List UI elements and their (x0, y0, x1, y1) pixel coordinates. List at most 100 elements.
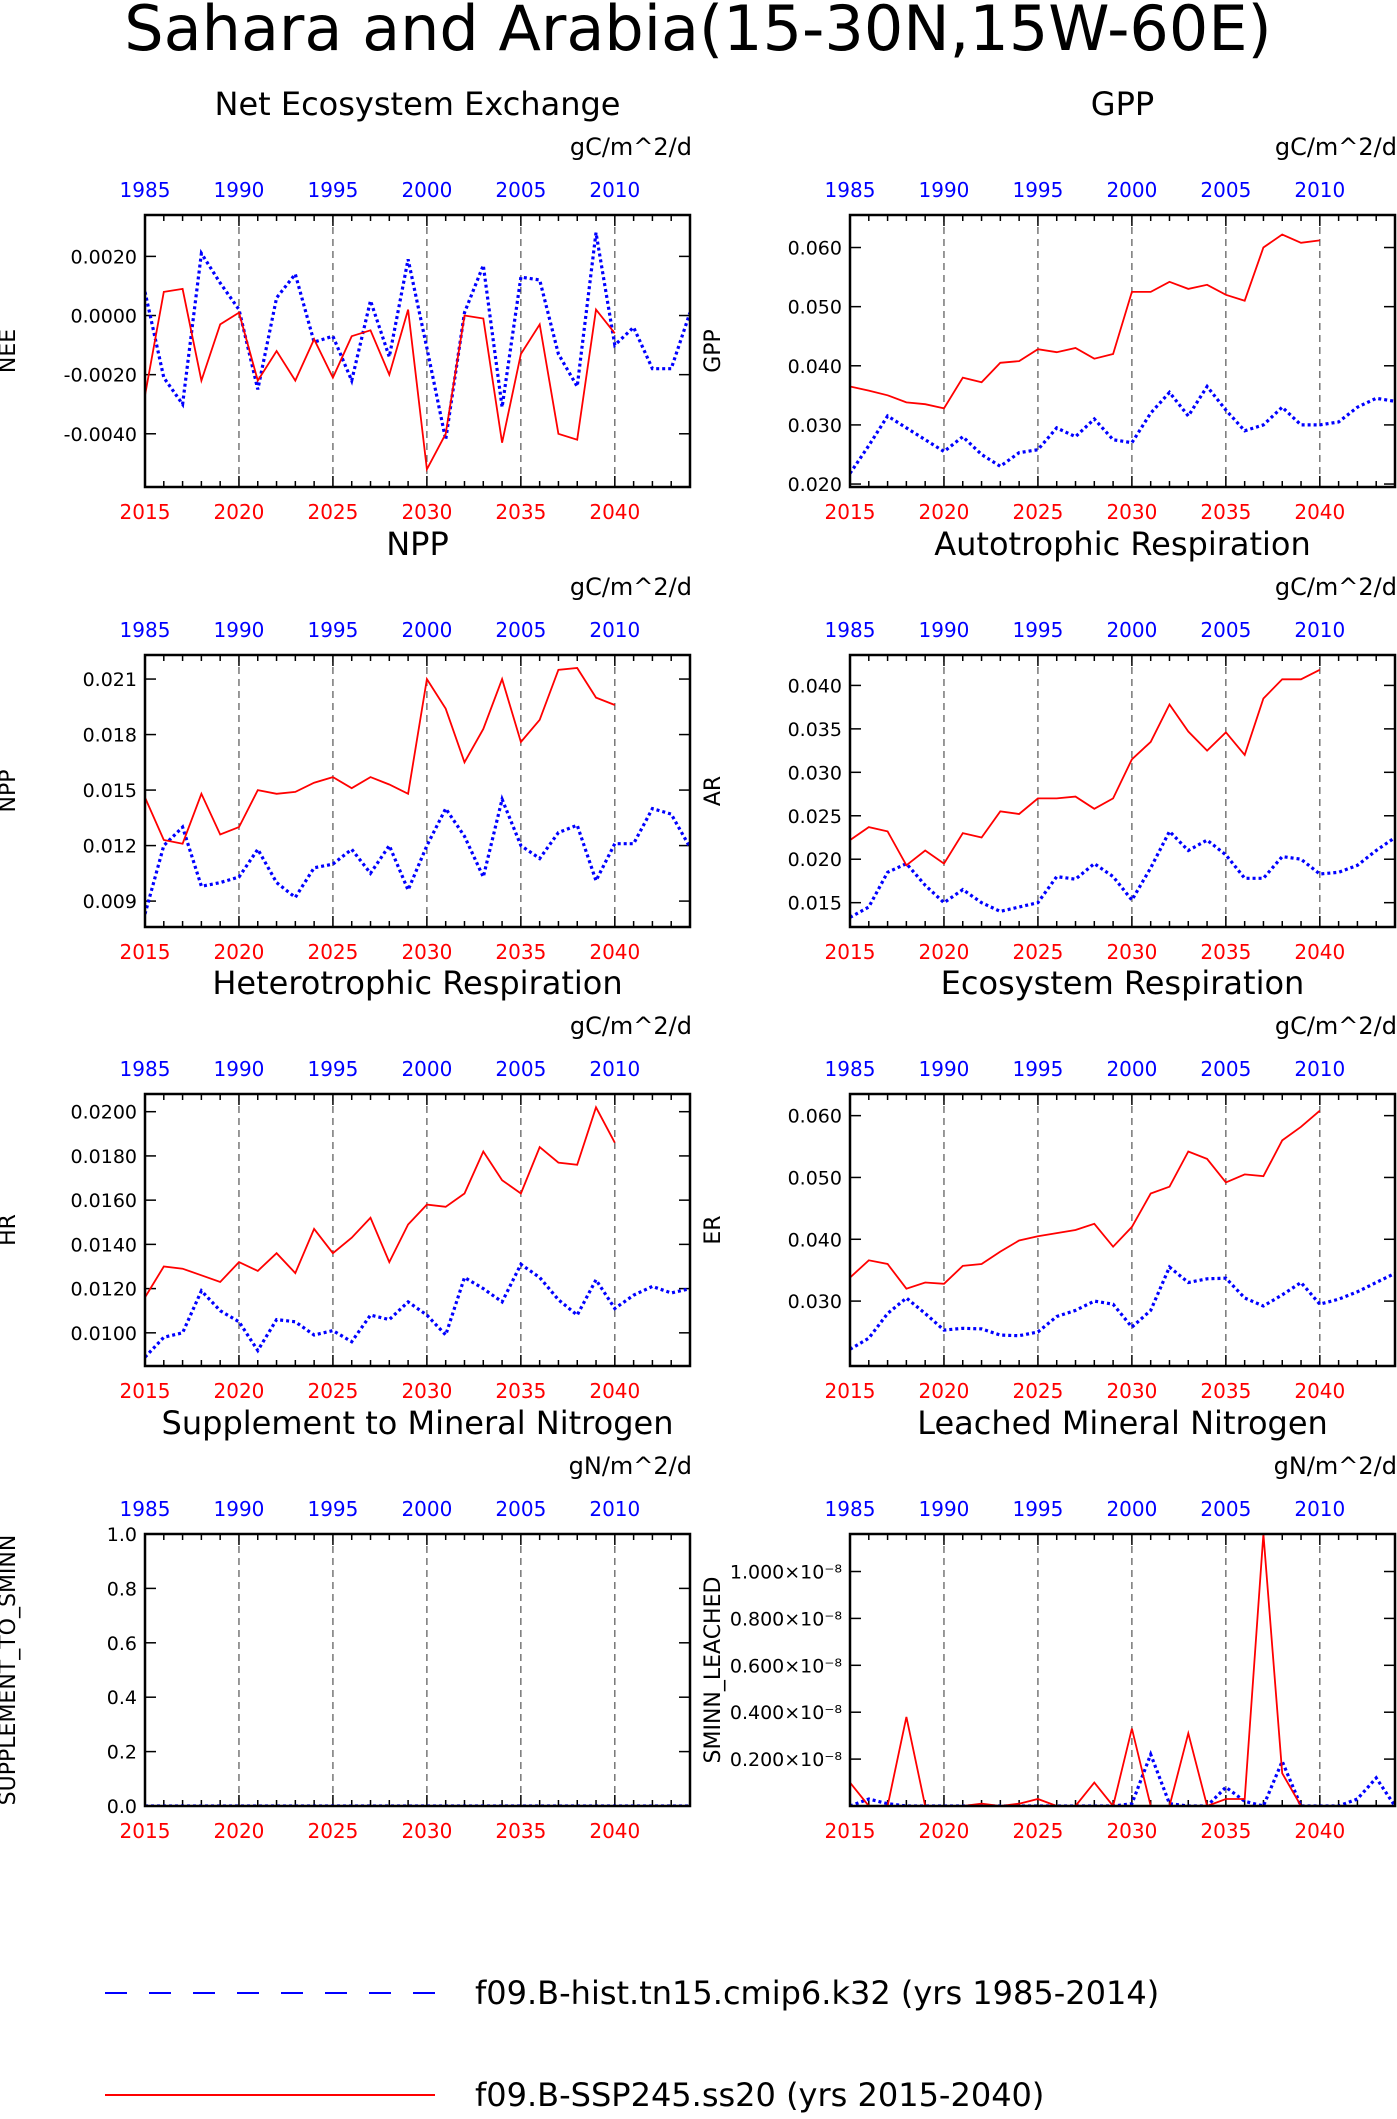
x-tick-label-top: 1985 (120, 1057, 171, 1081)
series-line-hist (850, 828, 1395, 919)
series-line-hist (850, 1264, 1395, 1351)
x-tick-label: 2015 (120, 940, 171, 964)
x-tick-label-top: 1995 (1012, 1497, 1063, 1521)
y-tick-label: 0.020 (788, 849, 842, 871)
x-tick-label: 2040 (589, 500, 640, 524)
units-label: gC/m^2/d (570, 133, 692, 161)
x-tick-label: 2025 (307, 1379, 358, 1403)
y-tick-label: 0.030 (788, 1291, 842, 1313)
y-tick-label: 0.0120 (71, 1279, 137, 1301)
plot-frame (143, 1092, 692, 1368)
y-axis-label: NEE (0, 329, 21, 373)
y-tick-label: 0.035 (788, 719, 842, 741)
chart-panel: Ecosystem Respiration gC/m^2/d ER 2015 2020 2… (701, 964, 1397, 1403)
x-tick-label: 2020 (919, 500, 970, 524)
x-tick-label-top: 1990 (919, 1057, 970, 1081)
x-tick-label: 2030 (401, 940, 452, 964)
x-tick-label-top: 2000 (1106, 1057, 1157, 1081)
x-tick-label: 2035 (1200, 1819, 1251, 1843)
chart-panel: Net Ecosystem Exchange gC/m^2/d NEE 2015 202… (0, 85, 692, 524)
chart-panel: NPP gC/m^2/d NPP 2015 2020 2025 2030 2035 2040 19… (0, 525, 692, 964)
x-tick-label: 2035 (495, 940, 546, 964)
y-tick-label: 0.030 (788, 415, 842, 437)
x-tick-label: 2035 (1200, 940, 1251, 964)
x-tick-label: 2020 (214, 940, 265, 964)
x-tick-label: 2035 (495, 500, 546, 524)
units-label: gC/m^2/d (1275, 573, 1397, 601)
legend: f09.B-hist.tn15.cmip6.k32 (yrs 1985-2014… (105, 1974, 1159, 2114)
x-tick-label: 2025 (307, 1819, 358, 1843)
series-line-ssp (850, 668, 1321, 867)
plot-frame (143, 213, 692, 489)
x-tick-label: 2025 (307, 500, 358, 524)
y-tick-label: 1.000×10⁻⁸ (730, 1562, 842, 1584)
x-tick-label: 2015 (825, 1379, 876, 1403)
series-line-ssp (145, 287, 616, 473)
legend-ssp-label: f09.B-SSP245.ss20 (yrs 2015-2040) (475, 2076, 1044, 2114)
x-tick-label: 2020 (214, 1379, 265, 1403)
y-tick-label: 0.050 (788, 297, 842, 319)
x-tick-label-top: 1990 (919, 618, 970, 642)
x-tick-label-top: 2010 (589, 618, 640, 642)
x-tick-label-top: 1985 (825, 618, 876, 642)
series-line-ssp (145, 667, 616, 845)
plot-frame (848, 1532, 1397, 1808)
panel-title: GPP (1091, 85, 1154, 123)
x-tick-label: 2030 (401, 1379, 452, 1403)
units-label: gN/m^2/d (569, 1452, 692, 1480)
x-tick-label: 2030 (1106, 500, 1157, 524)
panel-title: Heterotrophic Respiration (212, 964, 622, 1002)
x-tick-label-top: 2010 (589, 1497, 640, 1521)
chart-panel: Autotrophic Respiration gC/m^2/d AR 2015 202… (701, 525, 1397, 964)
y-tick-label: 0.020 (788, 474, 842, 496)
x-tick-label-top: 1995 (1012, 618, 1063, 642)
y-axis-label: NPP (0, 770, 21, 813)
x-tick-label-top: 1990 (214, 1497, 265, 1521)
x-tick-label: 2040 (1294, 1819, 1345, 1843)
y-tick-label: 0.600×10⁻⁸ (730, 1655, 842, 1677)
y-tick-label: 0.040 (788, 356, 842, 378)
x-tick-label: 2040 (1294, 500, 1345, 524)
units-label: gC/m^2/d (570, 573, 692, 601)
panel-title: Supplement to Mineral Nitrogen (162, 1404, 674, 1442)
x-tick-label: 2015 (120, 1379, 171, 1403)
x-tick-label-top: 2000 (401, 618, 452, 642)
x-tick-label-top: 1990 (919, 1497, 970, 1521)
chart-panel: Leached Mineral Nitrogen gN/m^2/d SMINN_LE… (701, 1404, 1397, 1843)
y-tick-label: 0.0020 (71, 246, 137, 268)
x-tick-label-top: 2010 (1294, 1057, 1345, 1081)
x-tick-label-top: 1985 (120, 618, 171, 642)
series-line-hist (145, 794, 690, 915)
x-tick-label-top: 2000 (1106, 178, 1157, 202)
x-tick-label-top: 2005 (1200, 618, 1251, 642)
series-line-ssp (850, 1110, 1321, 1290)
x-tick-label-top: 1990 (214, 618, 265, 642)
panel-title: Ecosystem Respiration (941, 964, 1305, 1002)
chart-panel: Heterotrophic Respiration gC/m^2/d HR 2015 2… (0, 964, 692, 1403)
x-tick-label-top: 2005 (495, 1497, 546, 1521)
x-tick-label: 2025 (1012, 940, 1063, 964)
plot-frame (848, 213, 1397, 489)
x-tick-label: 2040 (589, 940, 640, 964)
x-tick-label: 2030 (1106, 1379, 1157, 1403)
y-tick-label: 0.6 (107, 1633, 137, 1655)
y-tick-label: 0.015 (83, 780, 137, 802)
series-line-hist (145, 232, 690, 441)
x-tick-label-top: 1995 (1012, 178, 1063, 202)
y-tick-label: 0.040 (788, 675, 842, 697)
y-tick-label: 0.400×10⁻⁸ (730, 1702, 842, 1724)
x-tick-label: 2025 (1012, 1819, 1063, 1843)
y-axis-label: HR (0, 1214, 21, 1246)
y-tick-label: 0.060 (788, 1106, 842, 1128)
x-tick-label: 2025 (1012, 500, 1063, 524)
chart-panel: GPP gC/m^2/d GPP 2015 2020 2025 2030 2035 2040 19… (701, 85, 1397, 524)
x-tick-label-top: 1995 (307, 618, 358, 642)
y-tick-label: 0.0200 (71, 1102, 137, 1124)
x-tick-label: 2040 (589, 1379, 640, 1403)
y-tick-label: 0.040 (788, 1229, 842, 1251)
x-tick-label-top: 1990 (214, 178, 265, 202)
units-label: gC/m^2/d (1275, 133, 1397, 161)
y-axis-label: ER (701, 1215, 726, 1244)
x-tick-label: 2025 (1012, 1379, 1063, 1403)
